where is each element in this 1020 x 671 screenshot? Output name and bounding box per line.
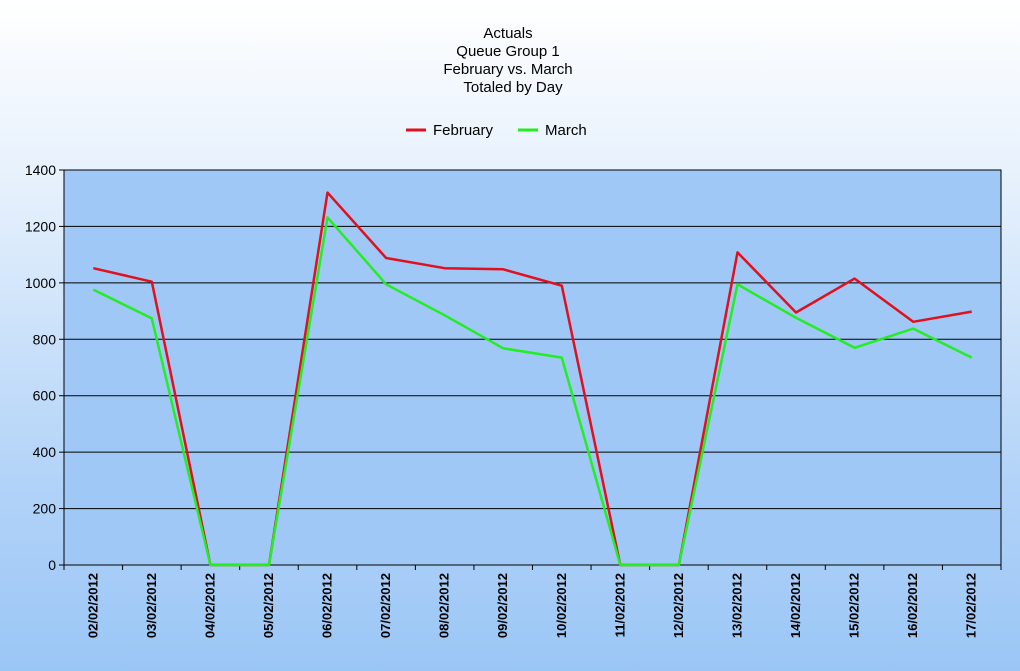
y-axis: 0 200 400 600 800 1000 1200 1400 <box>25 162 64 573</box>
chart-title-line-4: Totaled by Day <box>463 79 563 96</box>
y-tick-label: 200 <box>33 501 57 517</box>
legend: February March <box>406 122 587 139</box>
y-tick-label: 800 <box>33 331 57 347</box>
plot-area <box>63 169 1002 566</box>
x-tick-label: 10/02/2012 <box>554 573 569 638</box>
y-tick-label: 0 <box>48 557 56 573</box>
y-tick-label: 1400 <box>25 162 56 178</box>
x-tick-label: 16/02/2012 <box>905 573 920 638</box>
x-tick-label: 06/02/2012 <box>320 573 335 638</box>
y-tick-label: 1000 <box>25 275 56 291</box>
x-tick-label: 07/02/2012 <box>378 573 393 638</box>
y-tick-label: 400 <box>33 444 57 460</box>
x-tick-label: 15/02/2012 <box>847 573 862 638</box>
x-tick-label: 11/02/2012 <box>612 573 627 637</box>
x-tick-label: 02/02/2012 <box>85 573 100 638</box>
x-tick-label: 12/02/2012 <box>671 573 686 638</box>
x-tick-label: 09/02/2012 <box>495 573 510 638</box>
x-tick-label: 08/02/2012 <box>437 573 452 638</box>
chart-title-line-3: February vs. March <box>443 61 572 78</box>
x-tick-label: 14/02/2012 <box>788 573 803 638</box>
legend-label-march: March <box>545 122 587 139</box>
x-tick-label: 05/02/2012 <box>261 573 276 638</box>
chart-title-line-2: Queue Group 1 <box>456 43 559 60</box>
x-tick-label: 03/02/2012 <box>144 573 159 638</box>
chart-title-line-1: Actuals <box>483 25 532 42</box>
gridlines <box>64 225 1001 510</box>
series-line-march <box>92 216 973 567</box>
x-tick-label: 17/02/2012 <box>964 573 979 638</box>
y-tick-label: 600 <box>33 388 57 404</box>
series-lines <box>92 191 973 567</box>
x-tick-label: 13/02/2012 <box>729 573 744 638</box>
x-tick-label: 04/02/2012 <box>202 573 217 638</box>
chart-title: Actuals Queue Group 1 February vs. March… <box>443 25 572 96</box>
y-tick-label: 1200 <box>25 218 56 234</box>
legend-label-february: February <box>433 122 494 139</box>
x-axis: 02/02/2012 03/02/2012 04/02/2012 05/02/2012… <box>63 565 1002 638</box>
